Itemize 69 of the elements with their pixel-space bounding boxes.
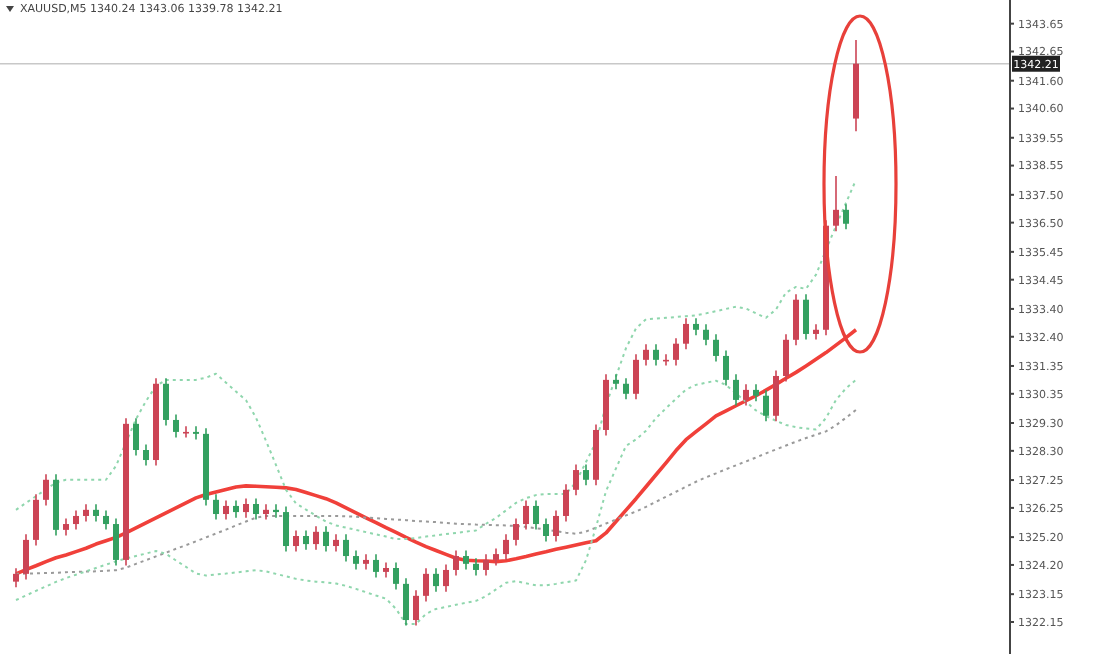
candlestick bbox=[613, 373, 619, 391]
candlestick bbox=[723, 349, 729, 387]
candlestick bbox=[243, 497, 249, 519]
candlestick bbox=[543, 517, 549, 543]
candlestick bbox=[803, 293, 809, 341]
candlestick bbox=[703, 323, 709, 347]
candlestick bbox=[183, 425, 189, 439]
candlestick bbox=[533, 499, 539, 531]
candlestick bbox=[443, 563, 449, 593]
candlestick bbox=[713, 333, 719, 363]
candlestick bbox=[103, 509, 109, 531]
line-series bbox=[15, 178, 857, 541]
candlestick bbox=[553, 509, 559, 543]
candlestick bbox=[523, 499, 529, 531]
candlestick bbox=[303, 529, 309, 551]
candlestick bbox=[263, 503, 269, 521]
candlestick bbox=[23, 533, 29, 581]
candlestick bbox=[213, 493, 219, 521]
candlestick bbox=[623, 377, 629, 401]
candlestick bbox=[643, 343, 649, 367]
candlestick bbox=[683, 317, 689, 351]
candlestick bbox=[743, 383, 749, 407]
candlestick bbox=[73, 509, 79, 531]
candlestick bbox=[773, 369, 779, 423]
candlestick bbox=[813, 323, 819, 341]
candlestick bbox=[373, 553, 379, 579]
candlestick bbox=[13, 567, 19, 589]
candlestick bbox=[363, 553, 369, 571]
candlestick bbox=[673, 337, 679, 367]
candlestick bbox=[783, 333, 789, 383]
candlestick bbox=[423, 567, 429, 603]
line-series bbox=[15, 378, 857, 625]
candlestick bbox=[503, 533, 509, 561]
candlestick bbox=[573, 463, 579, 497]
candlestick bbox=[833, 175, 839, 233]
candlestick bbox=[113, 517, 119, 567]
candlestick bbox=[343, 533, 349, 563]
candlestick bbox=[223, 499, 229, 521]
candlestick bbox=[323, 525, 329, 553]
candlestick bbox=[763, 389, 769, 423]
candlestick bbox=[273, 503, 279, 519]
candlestick bbox=[453, 549, 459, 577]
candlestick bbox=[43, 473, 49, 507]
candlestick bbox=[353, 549, 359, 571]
candlestick bbox=[793, 293, 799, 347]
candlestick bbox=[33, 493, 39, 547]
candlestick bbox=[283, 505, 289, 553]
candlestick bbox=[733, 373, 739, 407]
candlestick bbox=[193, 425, 199, 441]
candlestick bbox=[463, 549, 469, 571]
candlestick bbox=[163, 377, 169, 427]
candlestick bbox=[583, 463, 589, 487]
candlestick bbox=[413, 589, 419, 627]
candlestick bbox=[653, 343, 659, 367]
candlestick bbox=[513, 517, 519, 547]
candlestick bbox=[633, 353, 639, 401]
candlestick bbox=[393, 561, 399, 591]
candlestick bbox=[383, 561, 389, 579]
candlestick bbox=[563, 483, 569, 523]
candlestick bbox=[133, 417, 139, 457]
candlestick bbox=[433, 567, 439, 593]
candlestick bbox=[143, 443, 149, 467]
candlestick bbox=[843, 203, 849, 231]
candlestick bbox=[173, 413, 179, 439]
candlestick bbox=[293, 529, 299, 553]
candlestick bbox=[483, 553, 489, 577]
candlestick bbox=[403, 577, 409, 627]
candlestick bbox=[313, 525, 319, 551]
candlestick bbox=[253, 497, 259, 521]
